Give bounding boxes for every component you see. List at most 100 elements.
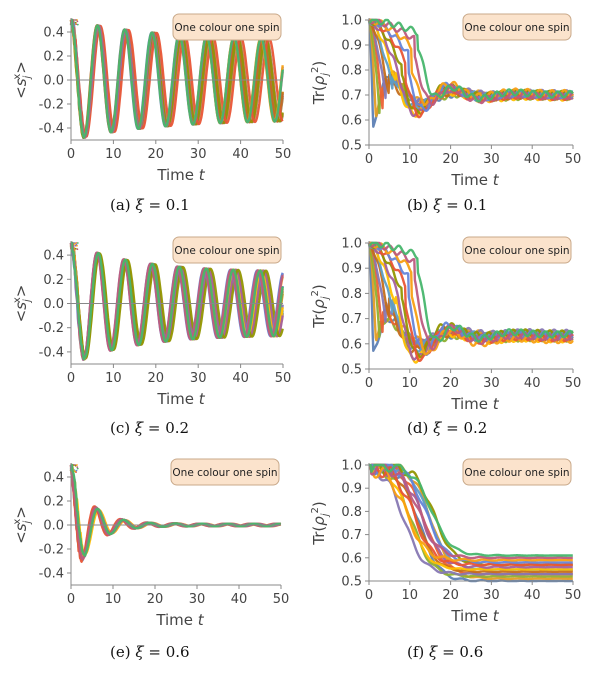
y-tick-label: -0.2 [39,543,64,558]
series-point [74,244,77,247]
y-tick-label: 0.6 [341,551,362,566]
y-axis-label: <sjx> [12,285,33,323]
x-tick-label: 40 [524,588,541,603]
x-tick-label: 50 [565,152,582,167]
y-tick-label: 0.0 [43,519,64,534]
x-tick-label: 0 [67,147,75,162]
y-tick-label: -0.2 [39,321,64,336]
series-point [75,23,77,26]
legend-box [170,458,280,486]
y-axis-label: <sjx> [12,61,33,99]
y-tick-label: 0.0 [43,297,64,312]
legend-label: One colour one spin [464,22,569,34]
chart-panel-d: 0 10 20 30 40 50 0.5 0.6 0.7 0.8 0.9 1.0 One colour … [310,236,581,437]
series-group [367,241,574,364]
y-tick-label: 0.6 [341,114,362,129]
series-line [368,241,574,362]
y-tick-label: 0.7 [341,528,362,543]
panel-caption: (f) ξ = 0.6 [407,643,483,661]
y-tick-label: 1.0 [341,459,362,474]
x-axis-label: Time t [156,390,205,408]
x-tick-label: 10 [105,147,122,162]
y-tick-label: 0.5 [341,363,362,378]
series-point [75,242,77,244]
panel-caption: (e) ξ = 0.6 [110,643,190,661]
series-point [73,243,76,245]
x-tick-label: 10 [105,592,122,607]
x-tick-label: 50 [565,588,582,603]
x-axis-label: Time t [450,171,499,189]
x-tick-label: 40 [524,376,541,391]
y-tick-label: -0.4 [39,345,64,360]
chart-panel-c: 0 10 20 30 40 50 -0.4 -0.2 0.0 0.2 0.4 One colour o… [12,236,292,437]
series-point [374,244,377,247]
y-axis-label: Tr(ρj2) [310,61,331,106]
x-tick-label: 0 [67,371,75,386]
legend-label: One colour one spin [172,467,277,479]
y-tick-label: 0.2 [43,495,64,510]
x-tick-label: 0 [365,152,373,167]
x-tick-label: 0 [365,588,373,603]
panel-caption: (c) ξ = 0.2 [110,419,189,437]
x-tick-label: 10 [402,152,419,167]
x-tick-label: 0 [365,376,373,391]
series-point [74,19,77,21]
series-line [70,241,284,361]
legend-box [172,13,282,41]
series-point [74,247,77,250]
x-tick-label: 50 [275,147,292,162]
series-point [75,469,78,472]
series-line [69,18,284,139]
series-point [75,471,77,473]
chart-panel-a: 0 10 20 30 40 50 -0.4 -0.2 0.0 0.2 0.4 One colour o… [12,13,292,214]
panel-caption: (d) ξ = 0.2 [407,419,487,437]
series-line [368,18,574,106]
chart-panel-e: 0 10 20 30 40 50 -0.4 -0.2 0.0 0.2 0.4 One colour o… [12,458,290,661]
series-point [73,464,75,466]
series-point [76,467,79,470]
panel-caption: (b) ξ = 0.1 [407,196,487,214]
y-tick-label: 0.7 [341,312,362,327]
y-tick-label: 0.2 [43,50,64,65]
series-line [69,19,284,138]
x-tick-label: 40 [232,147,249,162]
x-tick-label: 30 [190,147,207,162]
x-tick-label: 50 [273,592,290,607]
y-tick-label: 0.5 [341,139,362,154]
y-tick-label: 0.0 [43,74,64,89]
chart-panel-f: 0 10 20 30 40 50 0.5 0.6 0.7 0.8 0.9 1.0 One colour … [310,458,582,661]
series-point [74,464,77,467]
series-point [76,242,79,244]
x-tick-label: 30 [483,376,500,391]
series-point [374,464,377,467]
series-line [69,241,284,361]
y-tick-label: 1.0 [341,237,362,252]
y-tick-label: 0.5 [341,575,362,590]
legend-label: One colour one spin [464,245,569,257]
series-line [368,241,574,343]
y-tick-label: 0.8 [341,287,362,302]
x-tick-label: 40 [231,592,248,607]
series-point [76,466,79,469]
x-tick-label: 10 [402,376,419,391]
series-line [368,18,574,103]
legend-box [462,458,572,486]
series-line [368,463,574,574]
x-tick-label: 20 [442,376,459,391]
series-point [76,464,78,466]
series-point [76,248,79,251]
x-tick-label: 30 [483,152,500,167]
y-tick-label: 0.4 [43,26,64,41]
y-tick-label: 0.4 [43,471,64,486]
y-tick-label: 0.2 [43,273,64,288]
x-tick-label: 20 [442,152,459,167]
x-tick-label: 50 [275,371,292,386]
series-point [76,19,78,21]
x-tick-label: 30 [190,371,207,386]
series-line [368,463,574,560]
y-tick-label: 0.7 [341,89,362,104]
legend-box [172,236,282,264]
y-tick-label: 0.4 [43,249,64,264]
y-axis-label: <sjx> [12,506,33,544]
